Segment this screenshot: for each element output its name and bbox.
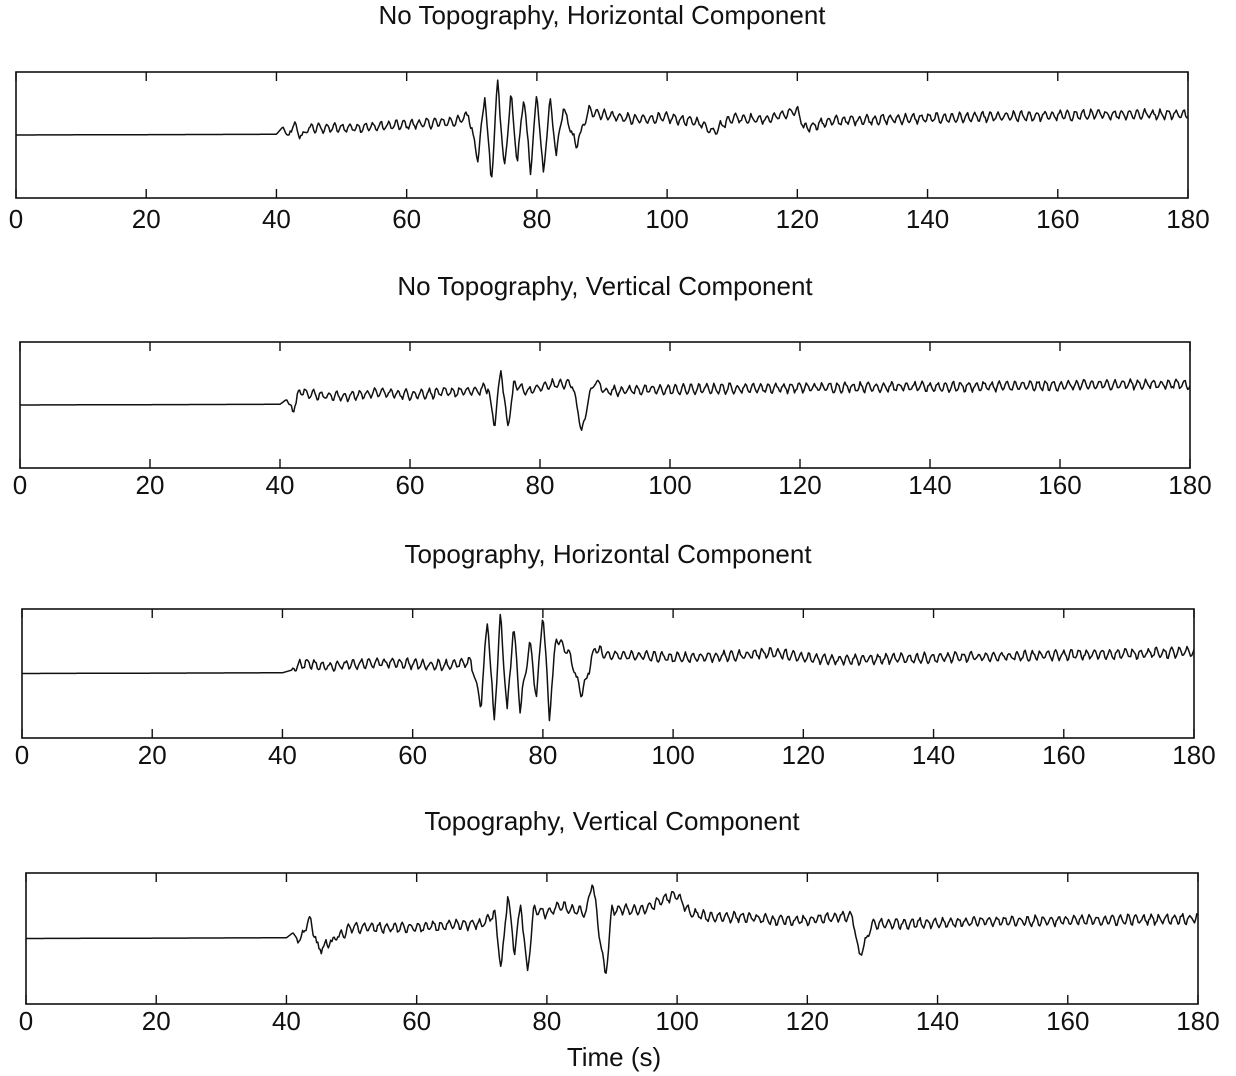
x-tick-label: 180 (1172, 740, 1215, 770)
x-tick-label: 140 (912, 740, 955, 770)
x-tick-label: 180 (1176, 1006, 1219, 1036)
x-tick-label: 160 (1046, 1006, 1089, 1036)
x-tick-label: 60 (392, 204, 421, 234)
x-tick-label: 140 (908, 470, 951, 500)
panel-title: Topography, Horizontal Component (404, 539, 812, 569)
x-tick-label: 20 (136, 470, 165, 500)
x-tick-label: 140 (906, 204, 949, 234)
panel-3: Topography, Horizontal Component 0 20 40 60 8… (15, 539, 1216, 770)
x-tick-label: 120 (776, 204, 819, 234)
x-tick-label: 60 (398, 740, 427, 770)
waveform-trace (26, 884, 1199, 974)
x-tick-label: 0 (15, 740, 29, 770)
x-tick-label: 20 (132, 204, 161, 234)
x-tick-label: 0 (9, 204, 23, 234)
x-tick-label: 120 (778, 470, 821, 500)
x-tick-label: 100 (655, 1006, 698, 1036)
x-tick-label: 140 (916, 1006, 959, 1036)
x-tick-label: 180 (1166, 204, 1209, 234)
x-tick-label: 80 (526, 470, 555, 500)
panels: No Topography, Horizontal Component 0 20 40… (9, 0, 1220, 1036)
x-tick-label: 20 (138, 740, 167, 770)
x-tick-label: 40 (266, 470, 295, 500)
x-tick-label: 80 (522, 204, 551, 234)
x-tick-label: 60 (402, 1006, 431, 1036)
panel-4: Topography, Vertical Component 0 20 40 60 80 1… (19, 806, 1220, 1036)
x-tick-label: 180 (1168, 470, 1211, 500)
x-tick-label: 120 (782, 740, 825, 770)
panel-title: No Topography, Vertical Component (397, 271, 813, 301)
waveform-trace (22, 613, 1195, 722)
x-axis-label: Time (s) (567, 1042, 661, 1072)
x-tick-label: 40 (268, 740, 297, 770)
x-tick-label: 160 (1036, 204, 1079, 234)
x-tick-label: 20 (142, 1006, 171, 1036)
x-tick-label: 40 (272, 1006, 301, 1036)
x-tick-label: 80 (532, 1006, 561, 1036)
x-tick-label: 40 (262, 204, 291, 234)
x-tick-label: 0 (19, 1006, 33, 1036)
x-tick-label: 60 (396, 470, 425, 500)
x-tick-label: 100 (651, 740, 694, 770)
x-tick-label: 120 (786, 1006, 829, 1036)
waveform-trace (20, 369, 1191, 431)
panel-2: No Topography, Vertical Component 0 20 40 60… (13, 271, 1212, 500)
x-tick-label: 80 (528, 740, 557, 770)
panel-1: No Topography, Horizontal Component 0 20 40… (9, 0, 1210, 234)
waveform-trace (16, 79, 1189, 178)
x-tick-label: 100 (648, 470, 691, 500)
x-tick-label: 0 (13, 470, 27, 500)
panel-title: Topography, Vertical Component (424, 806, 800, 836)
x-tick-label: 100 (645, 204, 688, 234)
panel-title: No Topography, Horizontal Component (378, 0, 826, 30)
x-tick-label: 160 (1038, 470, 1081, 500)
x-tick-label: 160 (1042, 740, 1085, 770)
